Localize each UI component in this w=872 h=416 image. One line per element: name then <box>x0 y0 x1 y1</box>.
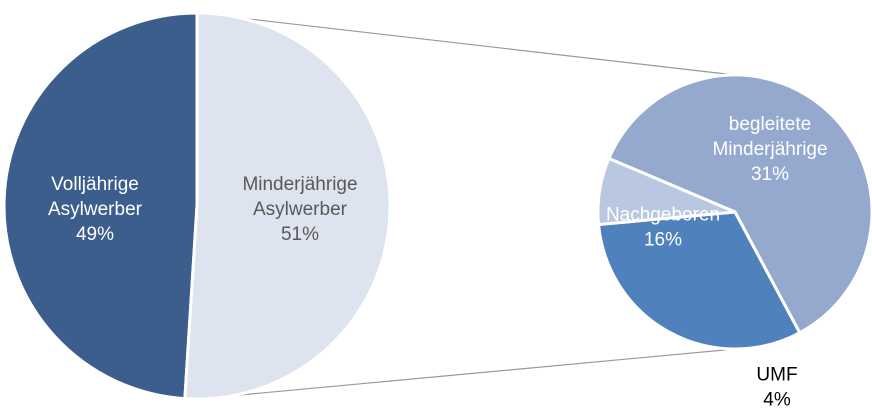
connector <box>196 12 736 76</box>
category-label: UMF <box>756 365 797 386</box>
data-label: Volljährige Asylwerber 49% <box>48 174 143 245</box>
label-line: Volljährige <box>51 174 139 195</box>
connector <box>196 348 736 400</box>
value-label: 4% <box>763 390 791 411</box>
label-line: UMF <box>756 365 797 386</box>
label-line: Asylwerber <box>48 199 143 220</box>
data-label: Nachgeboren 16% <box>606 205 720 251</box>
category-label: Nachgeboren <box>606 205 720 226</box>
label-line: Minderjährige <box>242 174 357 195</box>
pie-slice <box>606 73 872 335</box>
label-line: Nachgeboren <box>606 205 720 226</box>
data-label: UMF 4% <box>756 365 797 411</box>
data-label: begleitete Minderjährige 31% <box>712 114 827 185</box>
data-label: Minderjährige Asylwerber 51% <box>242 174 357 245</box>
value-label: 49% <box>76 224 114 245</box>
category-label: Volljährige Asylwerber <box>48 174 143 220</box>
label-line: begleitete <box>729 114 811 135</box>
value-label: 31% <box>751 164 789 185</box>
pie-slice <box>596 210 802 351</box>
label-line: Asylwerber <box>253 199 348 220</box>
label-line: Minderjährige <box>712 139 827 160</box>
pie-slice <box>183 11 392 401</box>
category-label: Minderjährige Asylwerber <box>242 174 357 220</box>
value-label: 16% <box>644 230 682 251</box>
pie-slice <box>596 156 736 227</box>
pie-slice <box>2 11 199 401</box>
value-label: 51% <box>281 224 319 245</box>
category-label: begleitete Minderjährige <box>712 114 827 160</box>
